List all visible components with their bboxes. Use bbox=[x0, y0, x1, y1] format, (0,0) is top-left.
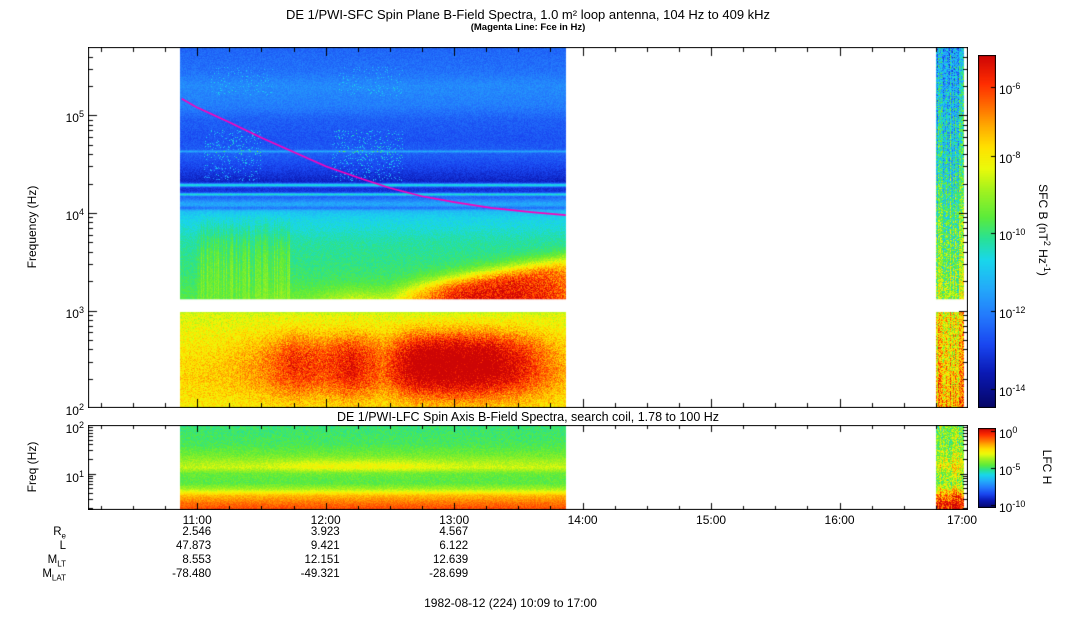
x-tick-label: 17:00 bbox=[946, 513, 978, 527]
lfc-spectrogram bbox=[88, 425, 968, 510]
x-tick-label: 11:00 bbox=[182, 513, 212, 527]
sfc-y-tick-label: 105 bbox=[65, 109, 84, 126]
ephemeris-value: 3.923 bbox=[310, 526, 340, 538]
ephemeris-value: 47.873 bbox=[176, 540, 212, 552]
sfc-colorbar-tick-label: 10-14 bbox=[999, 382, 1026, 399]
ephemeris-value: 8.553 bbox=[182, 554, 212, 566]
sfc-panel-subtitle: (Magenta Line: Fce in Hz) bbox=[470, 22, 586, 33]
lfc-panel-title: DE 1/PWI-LFC Spin Axis B-Field Spectra, … bbox=[336, 410, 720, 424]
ephemeris-value: 9.421 bbox=[310, 540, 340, 552]
ephemeris-value: 4.567 bbox=[439, 526, 469, 538]
sfc-spectrogram bbox=[88, 47, 968, 408]
lfc-colorbar bbox=[978, 428, 996, 508]
sfc-y-tick-label: 104 bbox=[65, 206, 84, 223]
sfc-colorbar-tick-label: 10-6 bbox=[999, 81, 1021, 98]
sfc-y-tick-label: 103 bbox=[65, 304, 84, 321]
x-tick-label: 13:00 bbox=[439, 513, 470, 527]
sfc-colorbar-tick-label: 10-8 bbox=[999, 149, 1021, 166]
sfc-y-tick-label: 102 bbox=[65, 402, 84, 419]
lfc-y-tick-label: 102 bbox=[65, 420, 84, 436]
time-range-footer: 1982-08-12 (224) 10:09 to 17:00 bbox=[424, 596, 597, 610]
sfc-colorbar-tick-label: 10-12 bbox=[999, 304, 1026, 321]
sfc-y-axis-label: Frequency (Hz) bbox=[25, 185, 39, 269]
x-tick-label: 16:00 bbox=[824, 513, 855, 527]
ephemeris-value: 12.151 bbox=[304, 554, 340, 566]
x-tick-label: 15:00 bbox=[696, 513, 727, 527]
lfc-colorbar-tick-label: 10-5 bbox=[999, 462, 1021, 478]
sfc-colorbar bbox=[978, 55, 996, 408]
sfc-colorbar-tick-label: 10-10 bbox=[999, 226, 1026, 243]
ephemeris-value: 6.122 bbox=[439, 540, 469, 552]
ephemeris-row-label: MLAT bbox=[42, 568, 66, 583]
lfc-colorbar-tick-label: 100 bbox=[999, 425, 1018, 442]
lfc-y-tick-label: 101 bbox=[65, 468, 84, 485]
ephemeris-value: -28.699 bbox=[429, 568, 469, 580]
ephemeris-row-label: Re bbox=[53, 526, 66, 541]
sfc-panel-title: DE 1/PWI-SFC Spin Plane B-Field Spectra,… bbox=[285, 7, 771, 22]
ephemeris-row-label: MLT bbox=[47, 554, 66, 569]
x-tick-label: 14:00 bbox=[567, 513, 598, 527]
ephemeris-value: -49.321 bbox=[300, 568, 340, 580]
ephemeris-value: 12.639 bbox=[432, 554, 469, 566]
x-tick-label: 12:00 bbox=[310, 513, 341, 527]
ephemeris-value: -78.480 bbox=[172, 568, 212, 580]
ephemeris-value: 2.546 bbox=[182, 526, 212, 538]
lfc-colorbar-tick-label: 10-10 bbox=[999, 498, 1026, 515]
ephemeris-row-label: L bbox=[59, 540, 66, 552]
